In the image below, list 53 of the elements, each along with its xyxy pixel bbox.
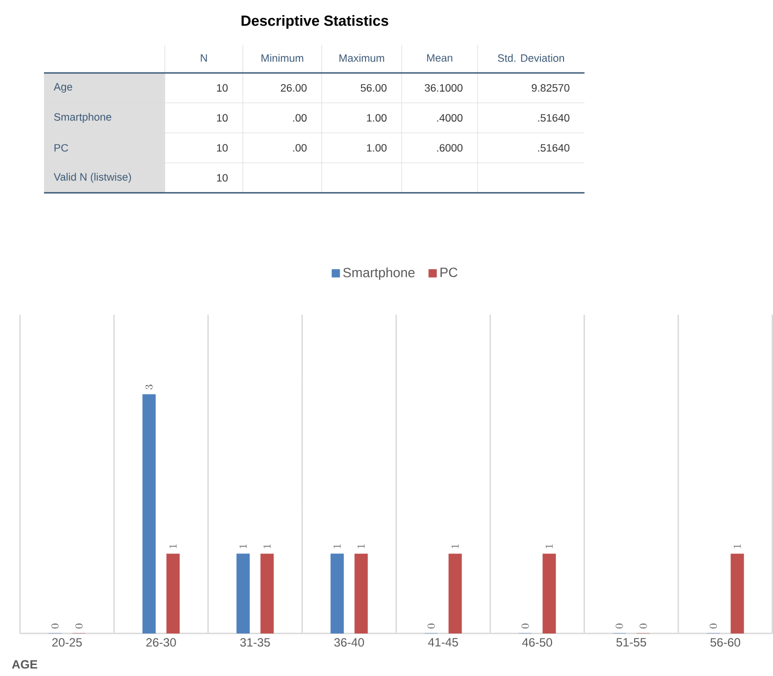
data-label: 0 (710, 623, 717, 628)
text: .51640 (538, 144, 570, 152)
category-label: PC (54, 144, 68, 152)
x-tick-label: 26-30 (146, 638, 176, 646)
x-tick-label: 20-25 (52, 638, 82, 646)
data-label: 1 (452, 544, 459, 548)
text: 56.00 (360, 84, 387, 92)
text: 10 (217, 174, 228, 182)
x-tick-label: 51-55 (616, 638, 646, 646)
data-label: 1 (334, 544, 341, 548)
legend-label: Smartphone (343, 267, 415, 280)
data-label: 0 (640, 623, 647, 628)
text: .00 (293, 114, 307, 122)
data-label: 0 (75, 623, 83, 628)
x-tick-label: 56-60 (710, 638, 740, 646)
category-label: Minimum (262, 54, 304, 62)
x-tick-label: 46-50 (522, 638, 552, 646)
x-axis-title: AGE (12, 660, 38, 668)
text: 10 (217, 84, 228, 92)
data-label: 1 (357, 544, 365, 548)
text: 1.00 (367, 114, 387, 122)
category-label: Valid N (listwise) (54, 172, 131, 183)
text: .51640 (538, 114, 570, 122)
text: 1.00 (367, 144, 387, 152)
data-label: 0 (51, 623, 59, 628)
x-tick-label: 36-40 (334, 638, 364, 646)
text: 10 (217, 114, 228, 122)
data-label: 1 (263, 544, 271, 548)
text: .4000 (437, 114, 462, 122)
x-tick-label: 31-35 (240, 638, 270, 646)
text: .6000 (437, 144, 462, 152)
text: 10 (217, 144, 228, 152)
category-label: Maximum (339, 54, 384, 62)
text: Descriptive Statistics (242, 14, 388, 29)
data-label: 1 (239, 544, 247, 548)
category-label: N (200, 54, 207, 62)
x-tick-label: 41-45 (428, 638, 458, 646)
category-label: Mean (427, 54, 452, 62)
data-label: 0 (522, 623, 529, 628)
text: 36.1000 (424, 84, 462, 92)
data-label: 1 (734, 544, 741, 548)
text: 9.82570 (532, 84, 570, 92)
data-label: 1 (546, 544, 553, 548)
text: .00 (293, 144, 307, 152)
data-label: 1 (169, 544, 176, 548)
data-label: 3 (145, 384, 153, 390)
legend-label: PC (440, 267, 458, 277)
data-label: 0 (428, 623, 435, 628)
category-label: Age (54, 82, 72, 92)
category-label: Std. Deviation (498, 54, 564, 62)
category-label: Smartphone (54, 112, 112, 123)
data-label: 0 (616, 623, 623, 628)
text: 26.00 (280, 84, 307, 92)
